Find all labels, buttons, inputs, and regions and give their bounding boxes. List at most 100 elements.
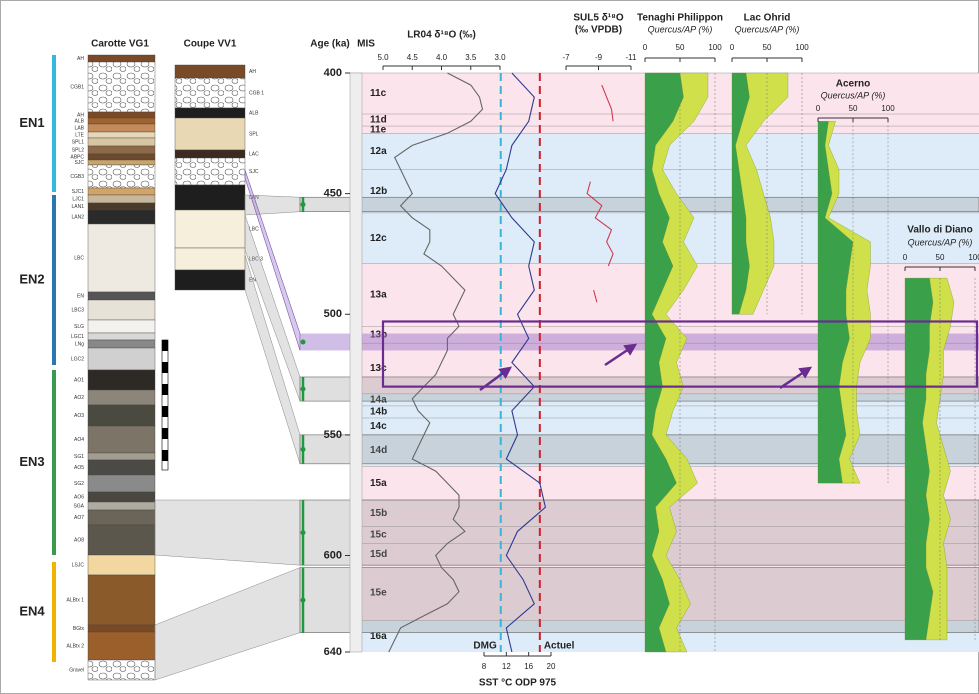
y-tick-label: 500 bbox=[324, 308, 342, 320]
vg1-layer-label: AO5 bbox=[74, 465, 84, 471]
vg1-layer bbox=[87, 347, 156, 371]
vg1-layer bbox=[87, 659, 156, 681]
y-tick-label: 550 bbox=[324, 429, 342, 441]
pollen-area bbox=[735, 72, 789, 315]
arrow bbox=[779, 366, 813, 390]
vg1-layer bbox=[87, 164, 156, 189]
vg1-layer-label: LGC1 bbox=[71, 334, 84, 340]
vv1-title: Coupe VV1 bbox=[184, 39, 237, 50]
x-tick-label: 50 bbox=[849, 104, 858, 113]
vg1-layer-label: BGtx bbox=[73, 626, 85, 632]
mis-label: 16a bbox=[370, 631, 387, 642]
vg1-layer-label: ABPC bbox=[70, 154, 84, 160]
tie-band bbox=[299, 196, 979, 213]
vg1-layer bbox=[87, 137, 156, 147]
vv1-layer-label: AH bbox=[249, 69, 256, 75]
mis-label: 11e bbox=[370, 124, 387, 135]
x-tick-label: 100 bbox=[968, 253, 979, 262]
vg1-layer-label: ALBtx 2 bbox=[66, 643, 84, 649]
vg1-layer bbox=[87, 319, 156, 334]
panel-title: Tenaghi Philippon bbox=[637, 13, 723, 24]
scale-bar-segment bbox=[162, 362, 168, 373]
vg1-layer-label: ALBtx 1 bbox=[66, 597, 84, 603]
vg1-layer bbox=[87, 299, 156, 321]
x-tick-label: -11 bbox=[626, 53, 638, 62]
vv1-layer bbox=[174, 209, 246, 249]
vv1-layer bbox=[174, 184, 246, 211]
mis-label: 13b bbox=[370, 329, 387, 340]
highlight-band bbox=[300, 333, 979, 351]
vv1-layer bbox=[174, 247, 246, 271]
vg1-layer bbox=[87, 194, 156, 204]
vv1-layer bbox=[174, 149, 246, 159]
mis-label: MIS bbox=[357, 39, 375, 50]
reference-label: Actuel bbox=[544, 641, 575, 652]
vg1-layer bbox=[87, 404, 156, 427]
vg1-layer-label: LAN2 bbox=[71, 214, 84, 220]
episode-bar bbox=[52, 370, 56, 555]
vg1-layer bbox=[87, 117, 156, 125]
x-tick-label: 50 bbox=[676, 43, 685, 52]
mis-band bbox=[362, 417, 979, 435]
mis-label: 15b bbox=[370, 508, 387, 519]
scale-bar-segment bbox=[162, 340, 168, 351]
tie-band bbox=[299, 376, 979, 402]
vg1-layer bbox=[87, 524, 156, 556]
mis-label: 14d bbox=[370, 445, 387, 456]
mis-label: 12c bbox=[370, 233, 387, 244]
x-tick-label: 8 bbox=[482, 662, 487, 671]
x-tick-label: 4.0 bbox=[436, 53, 448, 62]
x-tick-label: 20 bbox=[547, 662, 556, 671]
mis-label: 15d bbox=[370, 549, 387, 560]
vg1-layer bbox=[87, 123, 156, 133]
vg1-layer-label: LBC bbox=[74, 255, 84, 261]
vg1-layer bbox=[87, 111, 156, 119]
correlation-link bbox=[244, 169, 301, 351]
x-tick-label: 0 bbox=[730, 43, 735, 52]
vv1-layer-label: SPL bbox=[249, 131, 259, 137]
vg1-layer-label: CGB1 bbox=[70, 84, 84, 90]
vg1-layer-label: LAN1 bbox=[71, 204, 84, 210]
vg1-layer-label: LTE bbox=[75, 132, 84, 138]
vg1-layer bbox=[87, 223, 156, 293]
vg1-layer-label: AO7 bbox=[74, 515, 84, 521]
tie-dot bbox=[300, 386, 306, 392]
vv1-layer bbox=[174, 107, 246, 119]
vg1-layer-label: Gravel bbox=[69, 667, 84, 673]
scale-bar-segment bbox=[162, 428, 168, 439]
tie-dot bbox=[300, 201, 306, 207]
pollen-area bbox=[824, 121, 871, 484]
episode-label: EN3 bbox=[19, 454, 44, 469]
mis-label: 15c bbox=[370, 530, 387, 541]
x-tick-label: 12 bbox=[502, 662, 511, 671]
y-tick-label: 640 bbox=[324, 646, 342, 658]
pollen-area bbox=[651, 72, 709, 653]
vg1-layer-label: SLG bbox=[74, 324, 84, 330]
vg1-layer bbox=[87, 202, 156, 211]
vg1-layer bbox=[87, 369, 156, 391]
vv1-layer-label: SJC bbox=[249, 169, 259, 175]
vg1-layer bbox=[87, 145, 156, 155]
correlation-link bbox=[154, 499, 301, 566]
panel-title: SST °C ODP 975 bbox=[479, 678, 557, 689]
vg1-layer-label: SG1 bbox=[74, 454, 84, 460]
data-line bbox=[388, 72, 484, 653]
vg1-layer bbox=[87, 54, 156, 63]
pollen-area bbox=[922, 277, 955, 641]
tie-dot bbox=[300, 530, 306, 536]
vg1-layer-label: SJC bbox=[75, 160, 85, 166]
mis-label: 14c bbox=[370, 421, 387, 432]
tie-band bbox=[299, 499, 979, 566]
x-tick-label: 100 bbox=[881, 104, 895, 113]
vv1-layer-label: LBC bbox=[249, 226, 259, 232]
vg1-layer-label: LJC1 bbox=[72, 196, 84, 202]
scale-bar-segment bbox=[162, 384, 168, 395]
vg1-layer bbox=[87, 61, 156, 113]
vg1-layer-label: SG2 bbox=[74, 481, 84, 487]
vv1-layer bbox=[174, 269, 246, 291]
x-tick-label: 100 bbox=[708, 43, 722, 52]
vv1-layer bbox=[174, 64, 246, 79]
panel-subtitle: Quercus/AP (%) bbox=[821, 90, 886, 100]
vg1-layer bbox=[87, 332, 156, 341]
episode-label: EN2 bbox=[19, 271, 44, 286]
